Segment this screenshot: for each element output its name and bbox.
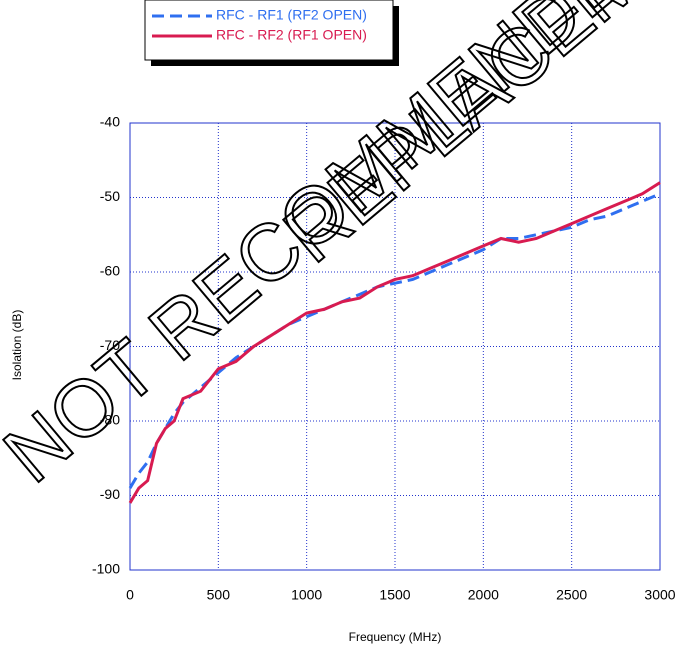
y-tick-label: -90 [100, 486, 120, 502]
x-tick-label: 2500 [556, 587, 587, 603]
x-tick-label: 1000 [291, 587, 322, 603]
y-tick-label: -70 [100, 337, 120, 353]
x-tick-label: 0 [126, 587, 134, 603]
plot-border [129, 122, 661, 571]
y-tick-label: -80 [100, 412, 120, 428]
y-tick-label: -60 [100, 263, 120, 279]
y-tick-label: -50 [100, 188, 120, 204]
series-line [128, 181, 661, 504]
legend-box [144, 0, 394, 61]
y-axis-label: Isolation (dB) [10, 310, 24, 381]
x-tick-label: 1500 [379, 587, 410, 603]
x-tick-label: 2000 [468, 587, 499, 603]
x-axis-label: Frequency (MHz) [349, 630, 442, 644]
legend-label: RFC - RF1 (RF2 OPEN) [216, 7, 367, 23]
y-tick-label: -40 [100, 114, 120, 130]
x-tick-label: 500 [207, 587, 231, 603]
y-tick-label: -100 [92, 561, 120, 577]
legend-label: RFC - RF2 (RF1 OPEN) [216, 27, 367, 43]
x-tick-label: 3000 [644, 587, 675, 603]
